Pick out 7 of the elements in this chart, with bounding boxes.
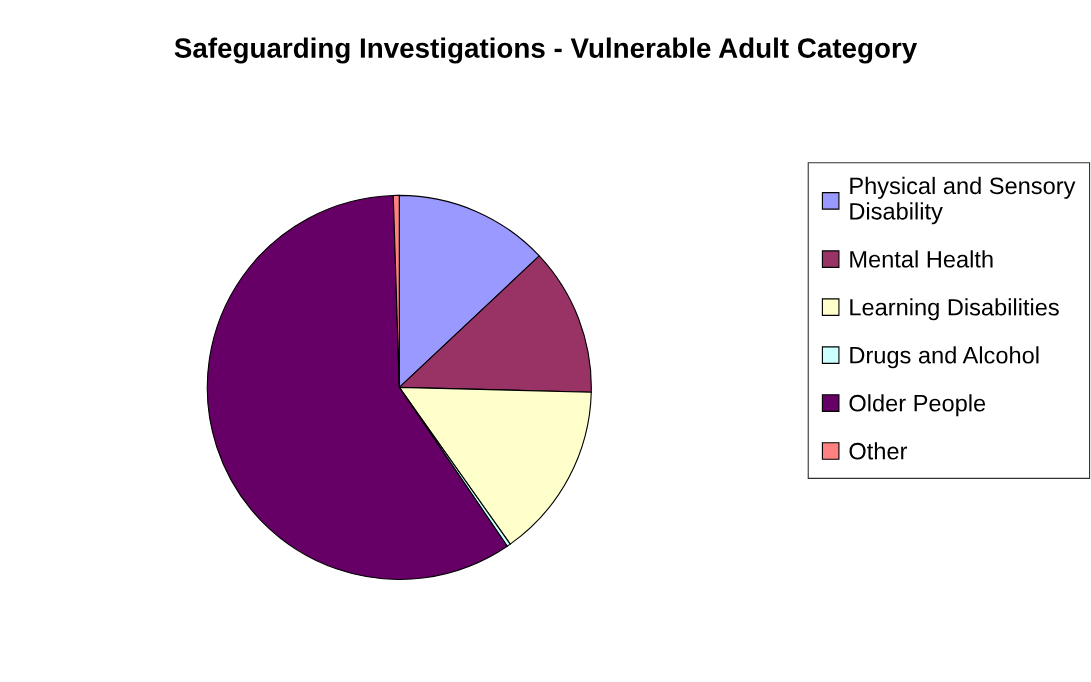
legend-label: Other <box>849 442 908 460</box>
legend-label: Older People <box>849 394 986 417</box>
chart-title: Safeguarding Investigations - Vulnerable Adult Category <box>174 37 918 64</box>
legend-label: Drugs and Alcohol <box>850 346 1039 369</box>
legend-label: Learning Disabilities <box>850 298 1059 321</box>
legend-label: Mental Health <box>850 250 993 268</box>
legend-label: Physical and Sensory Disability <box>850 176 1076 225</box>
